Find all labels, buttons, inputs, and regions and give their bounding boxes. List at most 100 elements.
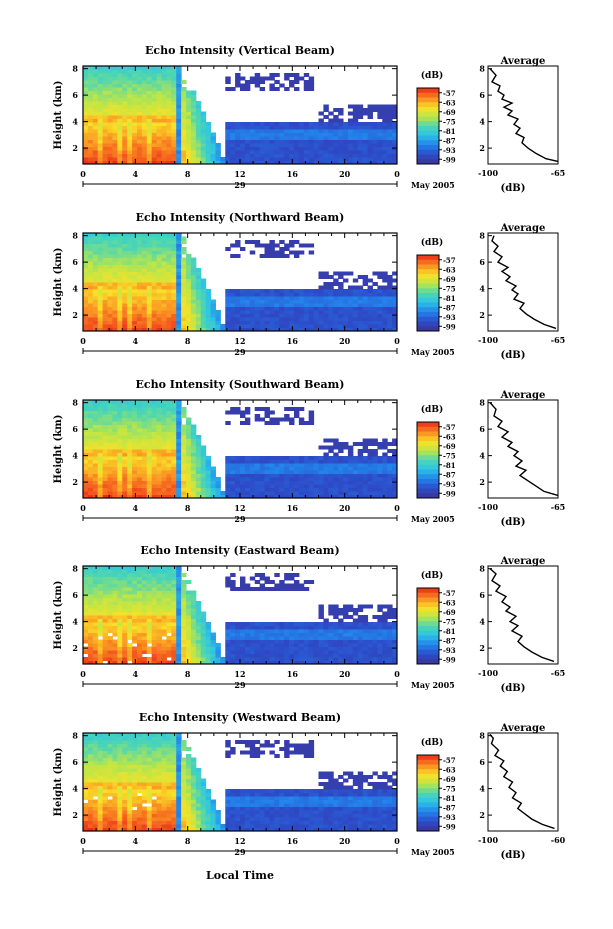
heatmap-cell (141, 428, 148, 432)
heatmap-cell (87, 403, 94, 408)
heatmap-cell (357, 139, 364, 144)
heatmap-cell (230, 129, 236, 133)
heatmap-cell (298, 320, 305, 325)
heatmap-cell (171, 442, 177, 446)
heatmap-cell (205, 456, 212, 460)
heatmap-cell (176, 153, 182, 158)
heatmap-cell (156, 254, 162, 258)
heatmap-cell (333, 480, 339, 485)
heatmap-cell (83, 597, 89, 602)
heatmap-cell (269, 660, 275, 665)
heatmap-cell (171, 456, 177, 460)
heatmap-cell (161, 66, 167, 70)
heatmap-cell (166, 278, 172, 283)
heatmap-cell (343, 125, 349, 130)
heatmap-cell (141, 139, 148, 144)
heatmap-cell (230, 313, 236, 318)
heatmap-cell (254, 466, 261, 471)
heatmap-cell (141, 101, 148, 105)
heatmap-cell (190, 636, 197, 640)
heatmap-cell (298, 296, 305, 300)
heatmap-cell (279, 587, 285, 591)
heatmap-cell (249, 76, 256, 81)
heatmap-cell (136, 407, 143, 411)
heatmap-cell (141, 456, 148, 460)
heatmap-cell (112, 108, 118, 112)
heatmap-cell (274, 80, 280, 84)
heatmap-cell (127, 87, 133, 91)
heatmap-cell (136, 442, 143, 446)
heatmap-cell (254, 473, 261, 478)
heatmap-cell (190, 491, 197, 495)
heatmap-cell (323, 275, 329, 279)
heatmap-cell (293, 580, 300, 584)
heatmap-cell (146, 146, 153, 151)
heatmap-cell (382, 289, 388, 293)
heatmap-cell (186, 477, 192, 481)
heatmap-cell (264, 576, 270, 581)
heatmap-cell (156, 289, 162, 293)
heatmap-cell (200, 115, 207, 119)
heatmap-cell (141, 150, 148, 154)
heatmap-cell (382, 108, 388, 112)
heatmap-cell (166, 160, 172, 165)
heatmap-cell (146, 313, 153, 318)
heatmap-cell (151, 428, 158, 432)
heatmap-cell (107, 233, 113, 237)
heatmap-cell (235, 317, 241, 321)
heatmap-cell (367, 108, 373, 112)
heatmap-cell (136, 491, 143, 495)
heatmap-cell (181, 299, 187, 304)
heatmap-cell (264, 421, 270, 425)
heatmap-cell (122, 299, 128, 304)
heatmap-cell (122, 484, 128, 488)
heatmap-cell (171, 275, 177, 279)
y-tick-label: 6 (72, 90, 78, 100)
heatmap-cell (328, 625, 334, 630)
heatmap-cell (264, 459, 270, 464)
heatmap-cell (176, 580, 182, 584)
heatmap-cell (323, 303, 329, 307)
heatmap-cell (181, 257, 187, 262)
heatmap-cell (166, 264, 172, 269)
heatmap-cell (156, 611, 162, 616)
heatmap-cell (87, 608, 94, 612)
heatmap-cell (392, 473, 398, 478)
heatmap-cell (269, 494, 275, 499)
panel-title: Echo Intensity (Northward Beam) (136, 211, 345, 224)
heatmap-cell (264, 122, 270, 126)
heatmap-cell (127, 122, 133, 126)
heatmap-cell (279, 157, 285, 161)
heatmap-cell (127, 632, 133, 637)
heatmap-cell (303, 421, 310, 425)
heatmap-cell (190, 445, 197, 450)
heatmap-cell (107, 132, 113, 137)
heatmap-cell (343, 139, 349, 144)
heatmap-cell (112, 618, 118, 623)
heatmap-cell (102, 400, 109, 404)
heatmap-cell (328, 487, 334, 492)
heatmap-cell (141, 136, 148, 140)
heatmap-cell (279, 653, 285, 658)
heatmap-cell (303, 487, 310, 492)
heatmap-cell (87, 73, 94, 77)
heatmap-cell (136, 410, 143, 415)
heatmap-cell (97, 324, 104, 328)
heatmap-cell (87, 487, 94, 492)
heatmap-cell (127, 597, 133, 602)
heatmap-cell (195, 466, 202, 471)
heatmap-cell (298, 487, 305, 492)
heatmap-cell (146, 257, 153, 262)
heatmap-cell (333, 459, 339, 464)
heatmap-cell (171, 580, 177, 584)
heatmap-cell (264, 146, 270, 151)
heatmap-cell (122, 282, 128, 286)
heatmap-cell (171, 313, 177, 318)
heatmap-cell (156, 285, 162, 290)
heatmap-cell (97, 254, 104, 258)
heatmap-cell (136, 657, 143, 661)
heatmap-cell (141, 480, 148, 485)
heatmap-cell (249, 157, 256, 161)
heatmap-cell (328, 646, 334, 651)
heatmap-cell (352, 132, 359, 137)
